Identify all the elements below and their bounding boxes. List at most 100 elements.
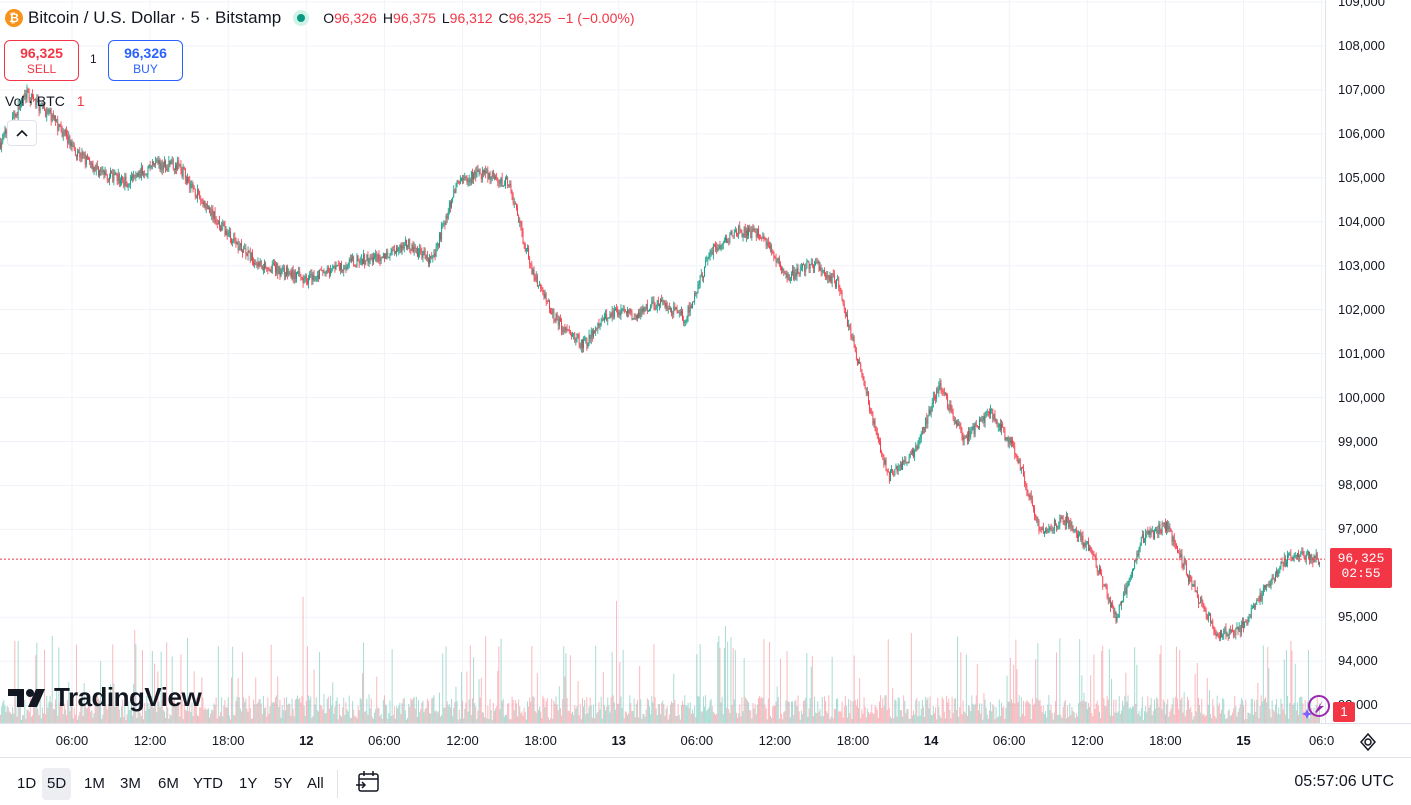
volume-bar	[179, 716, 181, 723]
volume-bar	[1052, 719, 1054, 723]
volume-bar	[489, 699, 491, 723]
volume-bar	[112, 644, 114, 723]
candle-body	[278, 267, 280, 275]
volume-bar	[74, 714, 76, 723]
candle-body	[1085, 542, 1087, 546]
volume-bar	[103, 703, 105, 723]
candle-body	[2, 134, 4, 143]
candle-body	[654, 305, 656, 309]
candle-body	[923, 427, 924, 429]
market-open-icon[interactable]	[293, 10, 310, 26]
price-axis[interactable]: 109,000 108,000 107,000 106,000 105,000 104,0…	[1325, 0, 1411, 723]
candle-body	[22, 95, 23, 99]
candle-body	[634, 318, 636, 320]
volume-bar	[1241, 700, 1243, 723]
candle-body	[544, 293, 546, 298]
volume-bar	[1045, 711, 1047, 723]
candle-body	[1104, 584, 1106, 586]
candle-body	[686, 316, 688, 321]
candle-body	[219, 220, 220, 228]
candle-body	[740, 228, 742, 233]
range-button-5d[interactable]: 5D	[42, 768, 72, 800]
volume-bar	[885, 695, 887, 723]
settings-icon[interactable]	[1358, 732, 1378, 752]
candle-body	[309, 275, 311, 279]
volume-bar	[400, 714, 402, 723]
candle-body	[1046, 529, 1048, 532]
candle-body	[1055, 519, 1056, 526]
volume-bar	[1093, 654, 1095, 723]
sell-button[interactable]: 96,325 SELL	[4, 40, 79, 81]
volume-bar	[1036, 698, 1038, 723]
candle-body	[381, 257, 383, 258]
volume-bar	[361, 673, 363, 723]
volume-bar	[623, 718, 625, 723]
range-button-1y[interactable]: 1Y	[239, 775, 258, 792]
volume-bar	[1293, 702, 1295, 723]
candle-body	[13, 112, 15, 116]
buy-button[interactable]: 96,326 BUY	[108, 40, 183, 81]
candle-body	[732, 235, 734, 237]
volume-bar	[48, 701, 50, 723]
volume-bar	[1265, 697, 1267, 723]
volume-bar	[344, 714, 346, 723]
range-button-1m[interactable]: 1M	[84, 775, 105, 792]
volume-bar	[575, 708, 577, 723]
volume-bar	[699, 643, 701, 723]
time-axis[interactable]: 06:00 12:00 18:00 12 06:00 12:00 18:00 13 06:00 1…	[0, 723, 1411, 757]
volume-bar	[1118, 696, 1120, 723]
candle-body	[718, 244, 720, 249]
symbol-title[interactable]: Bitcoin / U.S. Dollar · 5 · Bitstamp	[28, 8, 282, 27]
candle-body	[800, 267, 802, 270]
volume-bar	[543, 698, 545, 723]
volume-bar	[762, 698, 764, 723]
volume-bar	[229, 719, 231, 723]
volume-bar	[1140, 708, 1142, 723]
candle-body	[1116, 617, 1118, 622]
volume-bar	[594, 718, 596, 723]
range-button-3m[interactable]: 3M	[120, 775, 141, 792]
candle-body	[861, 369, 863, 374]
candle-body	[452, 197, 454, 202]
volume-bar	[585, 714, 587, 723]
volume-bar	[345, 702, 347, 723]
volume-bar	[1280, 698, 1282, 723]
goto-date-icon[interactable]	[355, 769, 381, 795]
range-button-all[interactable]: All	[307, 775, 324, 792]
candle-body	[554, 318, 556, 322]
range-button-5y[interactable]: 5Y	[274, 775, 293, 792]
volume-bar	[20, 719, 22, 723]
price-chart[interactable]	[0, 0, 1325, 723]
volume-bar	[748, 702, 750, 723]
buy-price: 96,326	[124, 45, 167, 61]
volume-bar	[818, 711, 820, 723]
volume-bar	[1152, 710, 1154, 723]
candle-body	[843, 304, 845, 309]
volume-bar	[332, 682, 334, 723]
volume-bar	[310, 696, 312, 723]
chart-pane[interactable]: ₿ Bitcoin / U.S. Dollar · 5 · Bitstamp O…	[0, 0, 1325, 723]
range-button-6m[interactable]: 6M	[158, 775, 179, 792]
volume-legend[interactable]: Vol · BTC 1	[5, 93, 85, 109]
volume-bar	[570, 713, 572, 723]
volume-bar	[134, 630, 136, 723]
utc-clock[interactable]: 05:57:06 UTC	[1294, 773, 1394, 790]
collapse-legend-button[interactable]	[7, 120, 37, 146]
candle-body	[1203, 606, 1205, 609]
ai-assistant-icon[interactable]	[1302, 693, 1332, 726]
range-button-ytd[interactable]: YTD	[193, 775, 223, 792]
volume-bar	[723, 647, 725, 723]
volume-bar	[940, 718, 942, 723]
candle-body	[69, 136, 71, 147]
volume-bar	[1301, 696, 1303, 723]
candle-body	[217, 220, 219, 225]
volume-bar	[562, 698, 564, 723]
candle-body	[1101, 573, 1103, 577]
tradingview-logo[interactable]: TradingView	[8, 682, 202, 713]
volume-bar	[277, 676, 279, 723]
range-button-1d[interactable]: 1D	[17, 775, 37, 792]
volume-bar	[445, 646, 447, 723]
candle-body	[1114, 612, 1116, 614]
candle-body	[525, 248, 527, 251]
candle-body	[762, 236, 764, 239]
